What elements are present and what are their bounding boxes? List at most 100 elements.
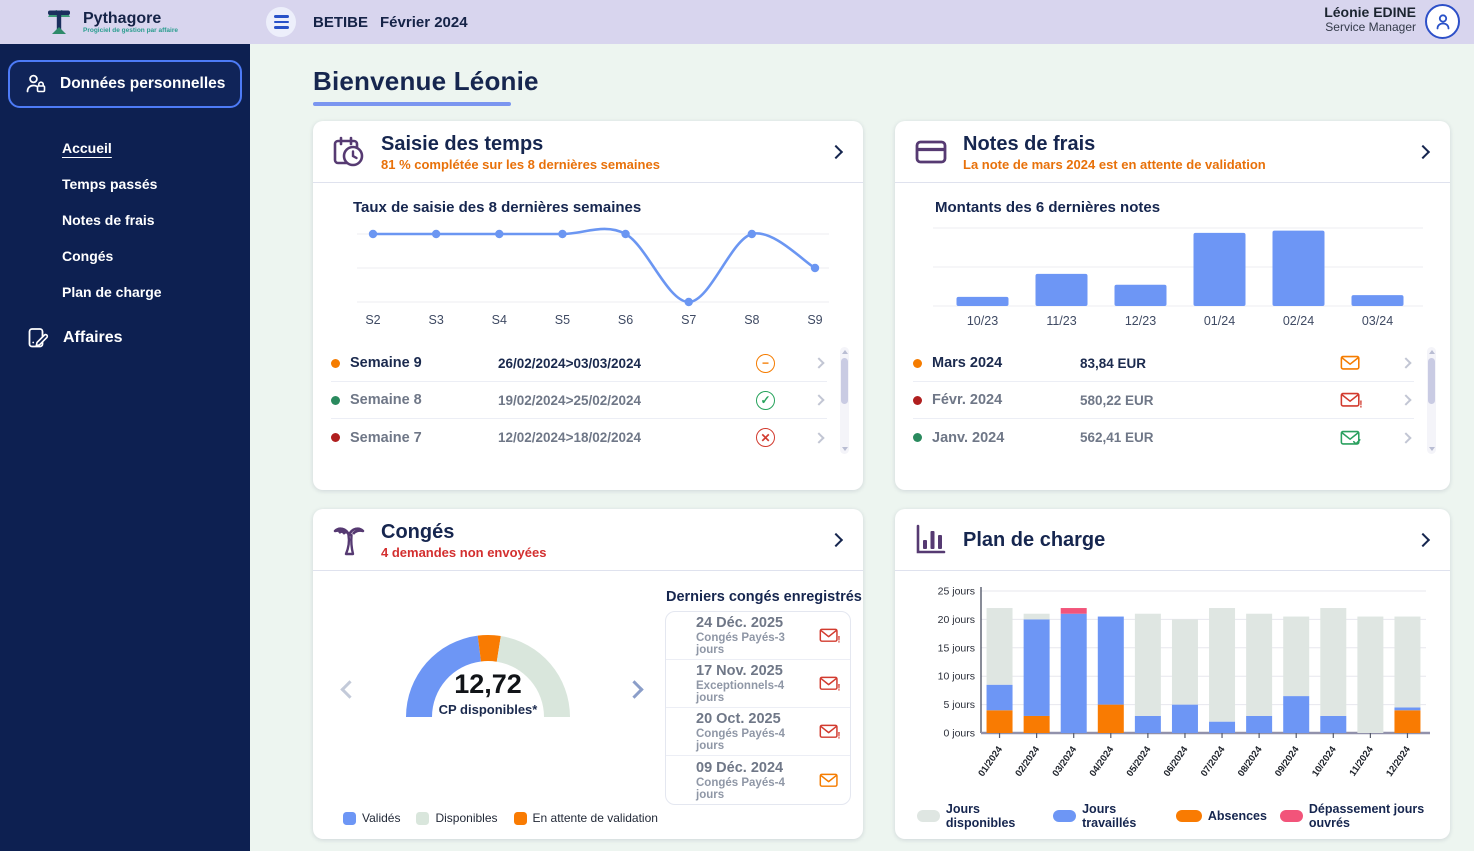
status-dot <box>913 358 922 368</box>
svg-text:S8: S8 <box>744 313 759 327</box>
sidebar-items: Accueil Temps passés Notes de frais Cong… <box>0 130 250 310</box>
note-label: Févr. 2024 <box>932 392 1003 408</box>
svg-text:05/2024: 05/2024 <box>1125 744 1154 779</box>
hamburger-menu-button[interactable] <box>266 7 296 37</box>
legend-label: Disponibles <box>435 811 498 825</box>
document-edit-icon <box>28 328 49 348</box>
title-underline <box>313 102 511 106</box>
list-item[interactable]: 20 Oct. 2025 Congés Payés-4 jours ! <box>666 708 850 756</box>
legend-swatch <box>1053 810 1077 822</box>
card-saisie-des-temps: Saisie des temps 81 % complétée sur les … <box>313 121 863 490</box>
sidebar-item-affaires[interactable]: Affaires <box>0 326 250 350</box>
envelope-icon: ! <box>819 628 840 645</box>
table-row[interactable]: Janv. 2024 562,41 EUR ! <box>913 419 1414 456</box>
svg-text:S4: S4 <box>492 313 507 327</box>
svg-text:11/23: 11/23 <box>1046 314 1076 328</box>
legend-item: Disponibles <box>416 811 498 825</box>
sidebar-affaires-label: Affaires <box>63 329 123 346</box>
context-period: Février 2024 <box>380 13 468 31</box>
status-dot <box>331 358 340 368</box>
legend-label: En attente de validation <box>532 811 658 825</box>
svg-text:04/2024: 04/2024 <box>1088 744 1117 779</box>
svg-text:!: ! <box>1359 399 1362 409</box>
list-item[interactable]: 24 Déc. 2025 Congés Payés-3 jours ! <box>666 612 850 660</box>
sidebar-item[interactable]: Plan de charge <box>62 284 162 300</box>
legend-label: Jours travaillés <box>1082 802 1137 830</box>
svg-text:10/2024: 10/2024 <box>1310 744 1339 779</box>
calendar-clock-icon <box>333 136 364 166</box>
carousel-prev-icon[interactable] <box>340 680 359 699</box>
svg-text:02/2024: 02/2024 <box>1013 744 1042 779</box>
table-row[interactable]: Févr. 2024 580,22 EUR ! <box>913 382 1414 419</box>
leave-date: 09 Déc. 2024 <box>696 759 784 776</box>
svg-text:5 jours: 5 jours <box>943 699 975 711</box>
logo-title: Pythagore <box>83 10 162 27</box>
list-item[interactable]: 17 Nov. 2025 Exceptionnels-4 jours ! <box>666 660 850 708</box>
envelope-icon: ! <box>819 676 840 693</box>
svg-text:!: ! <box>837 683 840 693</box>
notes-list: Mars 2024 83,84 EUR ! Févr. 2024 580,22 … <box>913 345 1414 456</box>
user-avatar[interactable] <box>1425 4 1460 39</box>
envelope-icon: ! <box>1340 355 1360 370</box>
svg-text:!: ! <box>837 731 840 741</box>
svg-text:07/2024: 07/2024 <box>1199 744 1228 779</box>
svg-text:S7: S7 <box>681 313 696 327</box>
chevron-right-icon[interactable] <box>1400 394 1412 406</box>
welcome-header: Bienvenue Léonie <box>313 66 539 106</box>
chevron-right-icon[interactable] <box>813 357 825 369</box>
svg-text:0 jours: 0 jours <box>943 728 975 740</box>
svg-text:08/2024: 08/2024 <box>1236 744 1265 779</box>
chart-title: Montants des 6 dernières notes <box>935 199 1161 216</box>
legend-swatch <box>1175 810 1202 822</box>
plan-legend: Jours disponibles Jours travaillés Absen… <box>917 802 1450 830</box>
legend-swatch <box>1279 810 1303 822</box>
chevron-right-icon[interactable] <box>1415 144 1431 159</box>
chevron-right-icon[interactable] <box>1400 357 1412 369</box>
scrollbar-thumb[interactable] <box>841 358 848 404</box>
sidebar-item[interactable]: Accueil <box>62 140 112 156</box>
envelope-icon: ! <box>1340 430 1361 445</box>
chevron-right-icon[interactable] <box>813 431 825 444</box>
table-row[interactable]: Semaine 7 12/02/2024>18/02/2024 <box>331 419 827 456</box>
legend-item: Validés <box>343 811 400 825</box>
list-item[interactable]: 09 Déc. 2024 Congés Payés-4 jours ! <box>666 756 850 804</box>
status-dot <box>913 433 922 442</box>
status-dot <box>913 395 922 405</box>
status-dot <box>678 679 687 688</box>
chevron-right-icon[interactable] <box>828 532 844 547</box>
chevron-right-icon[interactable] <box>1415 532 1431 547</box>
plan-stacked-bar-chart: 0 jours 5 jours 10 jours 15 jours 20 jours 25… <box>938 586 1430 779</box>
svg-text:S6: S6 <box>618 313 633 327</box>
note-amount: 83,84 EUR <box>1080 355 1147 371</box>
user-role: Service Manager <box>1325 20 1416 34</box>
sidebar-section-donnees-personnelles[interactable]: Données personnelles <box>8 60 242 108</box>
saisie-line-chart: S2 S3 S4 S5 S6 S7 S8 S9 <box>357 227 829 327</box>
chevron-right-icon[interactable] <box>1400 431 1412 444</box>
legend-item: Jours travaillés <box>1053 802 1163 830</box>
card-title: Plan de charge <box>963 528 1106 551</box>
legend-item: Jours disponibles <box>917 802 1040 830</box>
carousel-next-icon[interactable] <box>625 680 644 699</box>
chart-title: Taux de saisie des 8 dernières semaines <box>353 199 642 216</box>
sidebar-item[interactable]: Temps passés <box>62 176 158 192</box>
table-row[interactable]: Semaine 8 19/02/2024>25/02/2024 <box>331 382 827 419</box>
scrollbar[interactable] <box>840 347 849 454</box>
svg-text:S5: S5 <box>555 313 570 327</box>
leave-date: 20 Oct. 2025 <box>696 711 781 727</box>
sidebar-item[interactable]: Congés <box>62 248 114 264</box>
context-company: BETIBE <box>313 13 369 31</box>
recent-leaves-list: 24 Déc. 2025 Congés Payés-3 jours ! 17 N… <box>665 611 851 805</box>
legend-label: Dépassement jours ouvrés <box>1308 802 1425 830</box>
app-logo[interactable]: Pythagore Progiciel de gestion par affai… <box>44 0 178 44</box>
chevron-right-icon[interactable] <box>813 394 825 406</box>
sidebar-item[interactable]: Notes de frais <box>62 212 155 228</box>
note-amount: 580,22 EUR <box>1080 392 1154 408</box>
scrollbar-thumb[interactable] <box>1428 358 1435 404</box>
chevron-right-icon[interactable] <box>828 144 844 159</box>
svg-text:S3: S3 <box>428 313 443 327</box>
table-row[interactable]: Mars 2024 83,84 EUR ! <box>913 345 1414 382</box>
table-row[interactable]: Semaine 9 26/02/2024>03/03/2024 <box>331 345 827 382</box>
scrollbar[interactable] <box>1427 347 1436 454</box>
svg-text:!: ! <box>837 635 840 645</box>
card-subtitle: 81 % complétée sur les 8 dernières semai… <box>381 156 660 172</box>
